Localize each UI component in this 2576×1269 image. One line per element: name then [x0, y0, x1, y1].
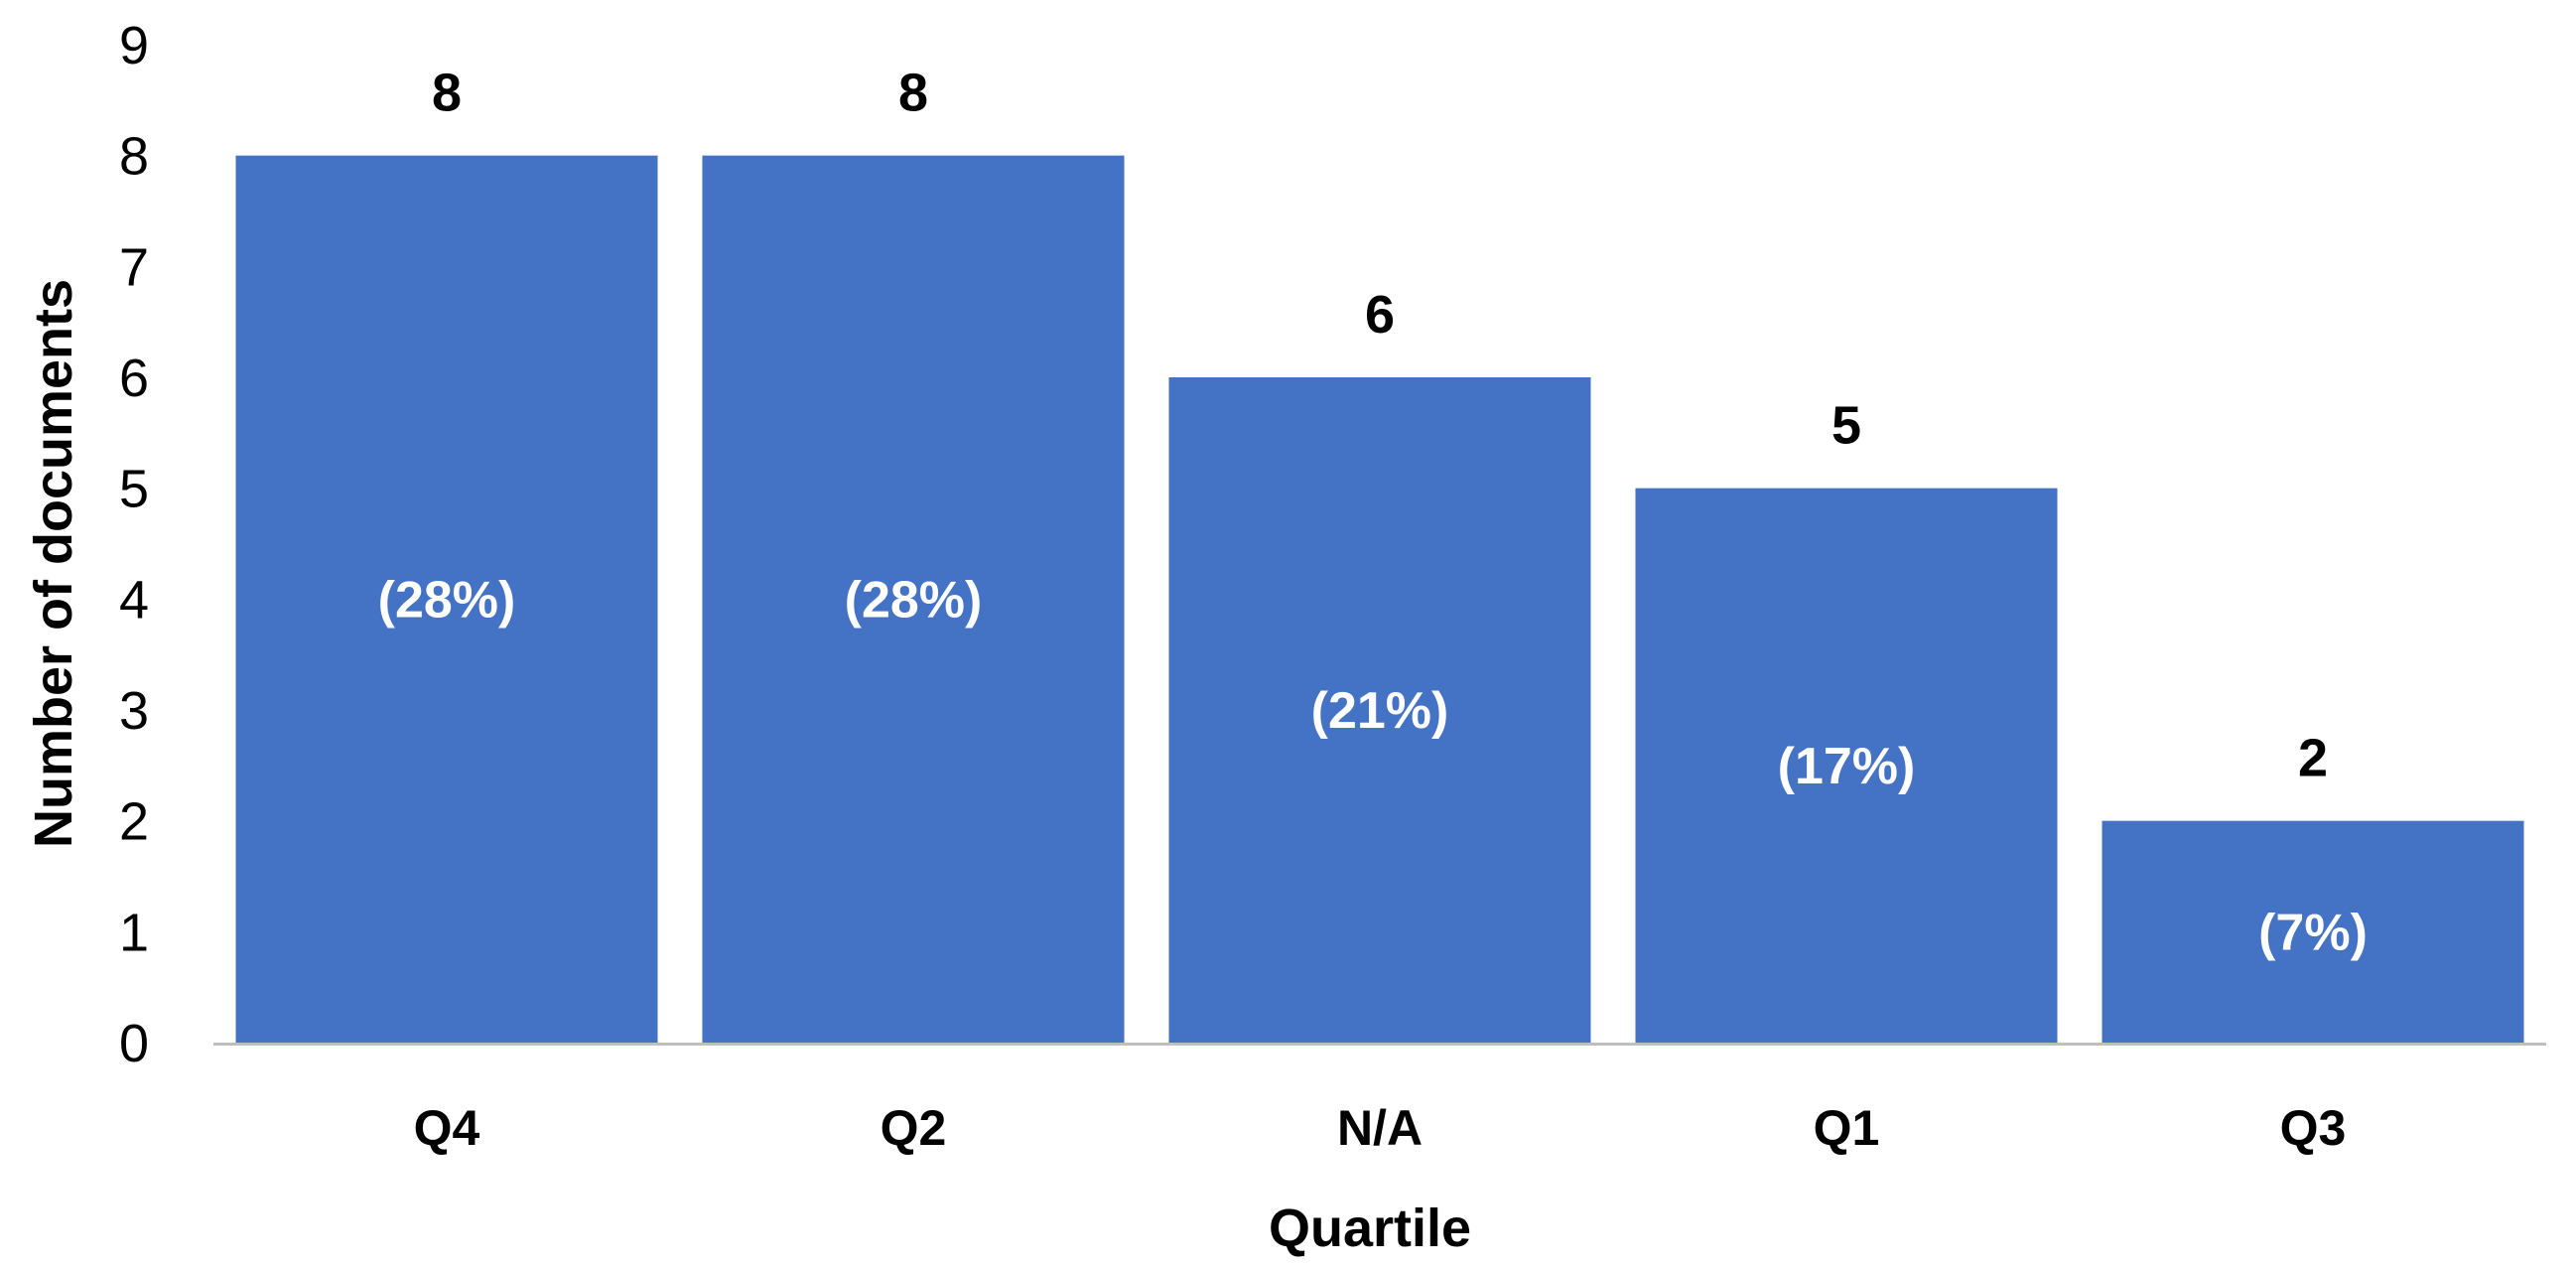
x-tick-label: Q2 [881, 1100, 947, 1156]
x-axis-title: Quartile [1269, 1198, 1471, 1258]
y-axis-title: Number of documents [24, 279, 83, 848]
x-axis-labels: Q4 Q2 N/A Q1 Q3 [414, 1100, 2347, 1156]
y-tick-label: 3 [119, 681, 149, 741]
bar-value-label: 6 [1365, 285, 1395, 345]
bar-percent-label: (17%) [1778, 738, 1916, 795]
bar-value-label: 8 [432, 64, 462, 123]
y-axis-ticks: 0 1 2 3 4 5 6 7 8 9 [119, 16, 149, 1073]
bar [702, 155, 1125, 1043]
y-tick-label: 0 [119, 1014, 149, 1073]
bar [2101, 820, 2524, 1043]
y-tick-label: 6 [119, 349, 149, 408]
bar-percent-label: (28%) [845, 571, 983, 629]
bar [1168, 377, 1591, 1043]
y-tick-label: 1 [119, 903, 149, 962]
bar-percent-label: (21%) [1311, 682, 1449, 740]
x-tick-label: N/A [1337, 1100, 1423, 1156]
y-tick-label: 5 [119, 460, 149, 519]
bars: 8 (28%) 8 (28%) 6 (21%) 5 (17%) 2 (7%) [235, 64, 2524, 1044]
x-tick-label: Q3 [2280, 1100, 2347, 1156]
y-tick-label: 2 [119, 792, 149, 852]
y-tick-label: 4 [119, 570, 149, 630]
bar-value-label: 8 [898, 64, 928, 123]
x-tick-label: Q4 [414, 1100, 480, 1156]
y-tick-label: 8 [119, 127, 149, 187]
bar-percent-label: (28%) [378, 571, 516, 629]
bar [235, 155, 658, 1043]
y-tick-label: 7 [119, 237, 149, 297]
bar [1635, 488, 2058, 1044]
x-tick-label: Q1 [1814, 1100, 1880, 1156]
bar-value-label: 2 [2298, 729, 2328, 788]
bar-value-label: 5 [1831, 396, 1861, 456]
y-tick-label: 9 [119, 16, 149, 75]
bar-percent-label: (7%) [2258, 904, 2368, 961]
